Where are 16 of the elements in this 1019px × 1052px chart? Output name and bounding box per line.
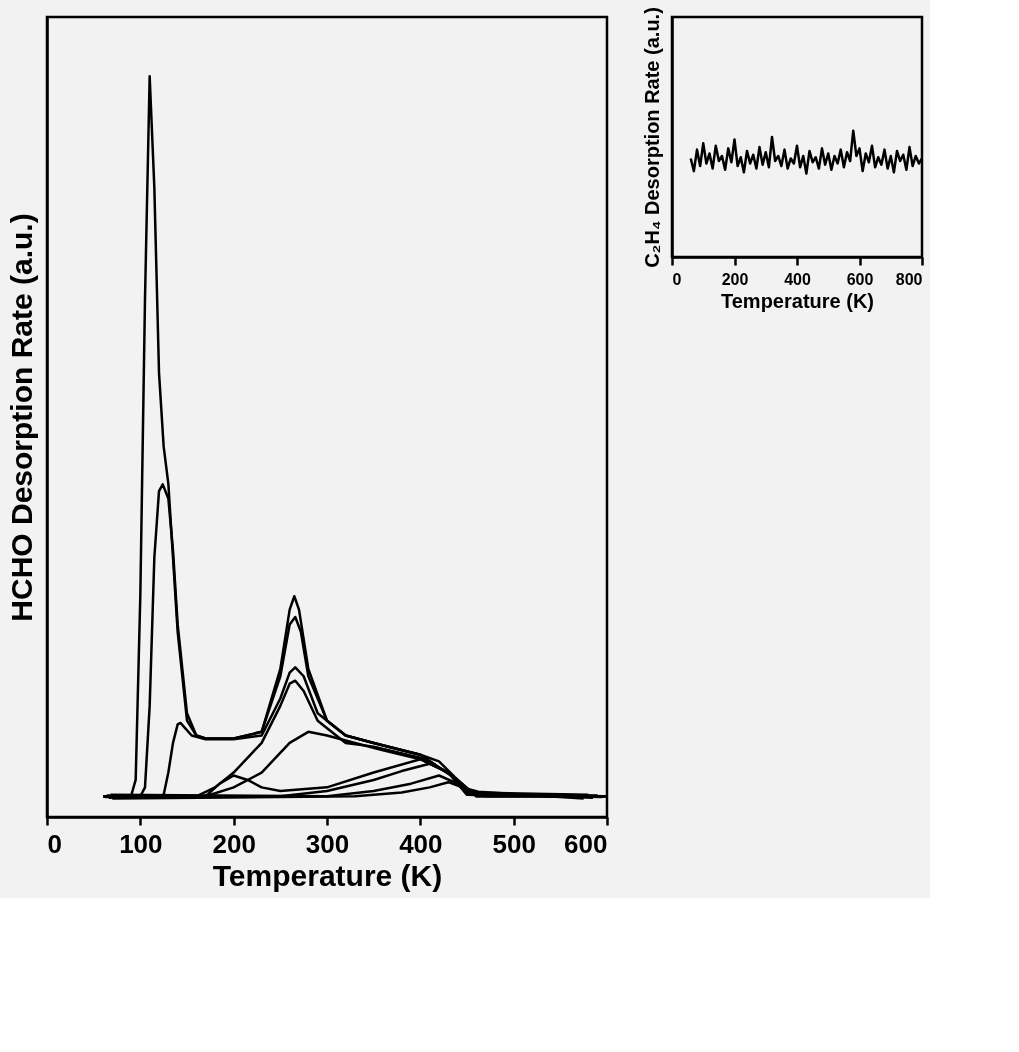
x-tick-label: 200 (212, 828, 256, 859)
x-tick-label: 100 (119, 828, 163, 859)
x-tick-label: 500 (492, 828, 536, 859)
x-tick-label: 300 (305, 828, 350, 859)
x-axis-title: Temperature (K) (721, 289, 874, 312)
x-tick-label: 400 (399, 828, 443, 859)
x-tick-label: 600 (564, 828, 608, 859)
y-axis-title: HCHO Desorption Rate (a.u.) (4, 213, 38, 622)
x-tick-label: 0 (47, 828, 62, 859)
y-axis-title: C₂H₄ Desorption Rate (a.u.) (640, 7, 663, 268)
x-tick-label: 0 (672, 270, 682, 288)
x-tick-label: 200 (721, 270, 749, 288)
x-tick-label: 400 (784, 270, 811, 288)
x-axis-title: Temperature (K) (212, 858, 443, 892)
x-tick-label: 800 (895, 270, 923, 288)
x-tick-label: 600 (846, 270, 874, 288)
